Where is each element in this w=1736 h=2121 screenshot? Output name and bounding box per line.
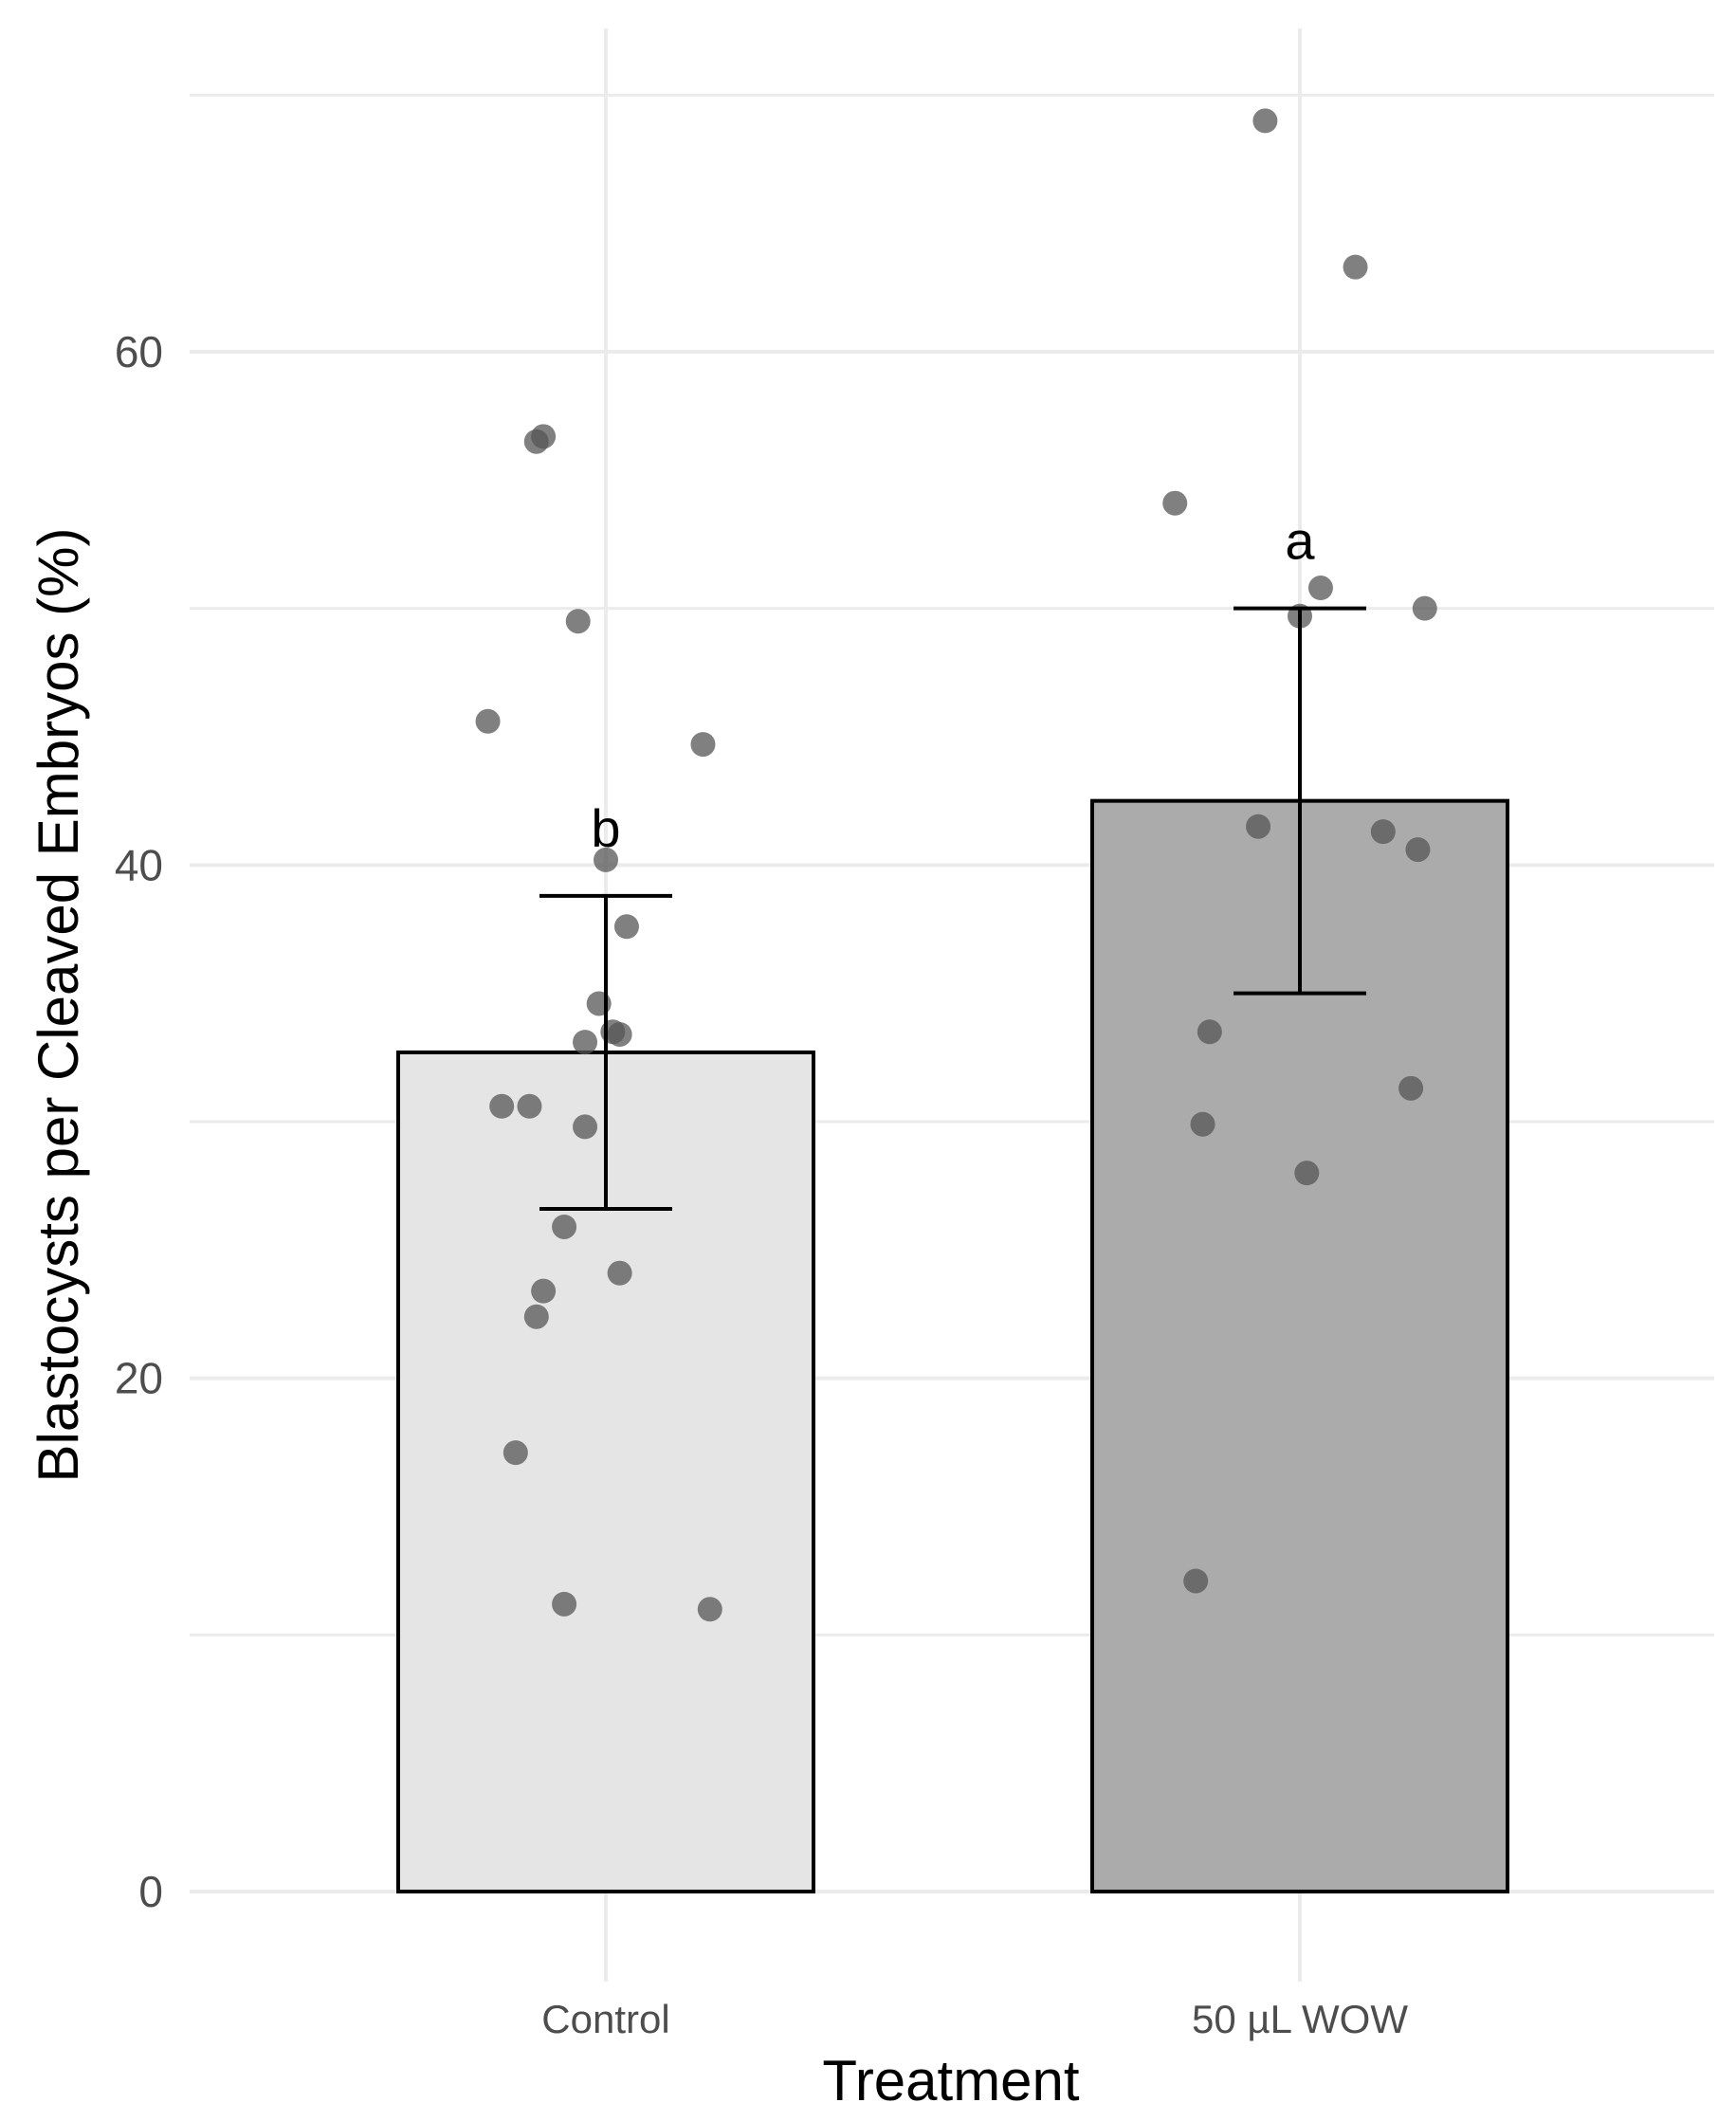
data-points xyxy=(475,108,1437,1622)
y-tick-label: 0 xyxy=(138,1867,163,1916)
error-bar xyxy=(539,893,672,1212)
data-point xyxy=(613,914,639,940)
x-axis-title: Treatment xyxy=(822,2049,1080,2112)
y-axis-ticks: 0 20 40 60 xyxy=(115,327,163,1916)
data-point xyxy=(1162,490,1188,516)
data-point xyxy=(1307,576,1333,601)
x-tick-label: 50 µL WOW xyxy=(1192,1997,1408,2041)
data-point xyxy=(690,732,716,758)
significance-letter: a xyxy=(1285,511,1315,571)
data-point xyxy=(1370,819,1396,845)
data-point xyxy=(565,609,591,634)
data-point xyxy=(489,1093,515,1119)
data-point xyxy=(573,1030,598,1055)
x-tick-label: Control xyxy=(541,1997,669,2041)
y-tick-label: 20 xyxy=(115,1354,163,1403)
data-point xyxy=(1252,108,1278,134)
data-point xyxy=(1343,254,1368,280)
data-point xyxy=(573,1114,598,1140)
bars xyxy=(396,798,1509,1894)
y-axis-title: Blastocysts per Cleaved Embryos (%) xyxy=(27,528,90,1483)
error-bars xyxy=(539,606,1366,1212)
data-point xyxy=(531,424,557,449)
data-point xyxy=(697,1597,722,1622)
data-point xyxy=(594,847,618,872)
data-point xyxy=(552,1214,577,1239)
data-point xyxy=(517,1093,542,1119)
y-tick-label: 40 xyxy=(115,840,163,889)
data-point xyxy=(607,1260,632,1286)
y-tick-label: 60 xyxy=(115,327,163,376)
data-point xyxy=(523,1304,549,1329)
data-point xyxy=(1197,1019,1222,1045)
error-bar xyxy=(1233,606,1366,996)
x-axis-ticks: Control 50 µL WOW xyxy=(541,1997,1408,2041)
significance-letters: ba xyxy=(591,511,1315,858)
data-point xyxy=(1183,1568,1209,1594)
significance-letter: b xyxy=(591,798,620,858)
data-point xyxy=(1405,837,1431,863)
data-point xyxy=(1190,1111,1215,1137)
data-point xyxy=(1398,1075,1424,1101)
data-point xyxy=(552,1591,577,1617)
data-point xyxy=(503,1440,528,1466)
data-point xyxy=(475,708,501,734)
data-point xyxy=(1412,595,1437,621)
data-point xyxy=(1294,1161,1320,1186)
data-point xyxy=(607,1021,632,1047)
data-point xyxy=(531,1278,557,1304)
data-point xyxy=(1246,814,1271,839)
